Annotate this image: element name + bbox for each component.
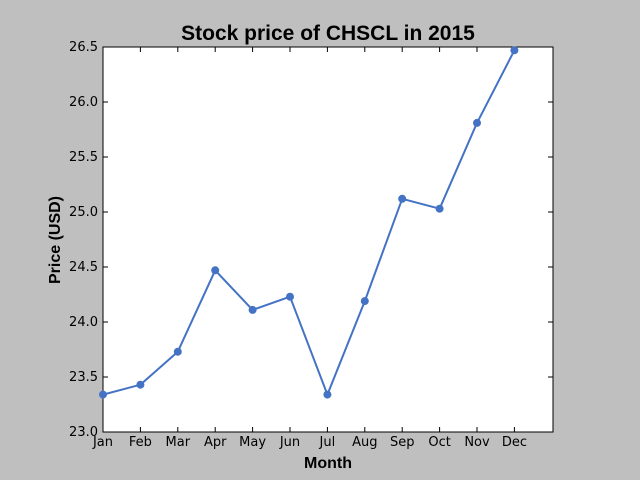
x-tick-label: Dec — [502, 435, 527, 450]
x-tick-label: Aug — [352, 435, 377, 450]
series-line — [102, 49, 516, 396]
data-point — [211, 266, 220, 275]
y-axis: 23.0 23.5 24.0 24.5 25.0 25.5 26.0 26.5 — [69, 40, 553, 440]
data-point — [173, 347, 182, 356]
data-point — [510, 46, 519, 55]
y-tick-label: 25.0 — [69, 205, 98, 220]
x-axis: Jan Feb Mar Apr May Jun Jul Aug Sep Oct Nov Dec — [92, 47, 527, 450]
data-point — [136, 380, 145, 389]
x-tick-label: Jul — [319, 435, 336, 450]
y-axis-title: Price (USD) — [47, 196, 64, 284]
y-tick-label: 26.0 — [69, 95, 98, 110]
x-axis-title: Month — [304, 455, 352, 472]
data-point — [398, 194, 407, 203]
chart-title: Stock price of CHSCL in 2015 — [181, 22, 475, 45]
y-tick-label: 25.5 — [69, 150, 98, 165]
x-tick-label: Jun — [279, 435, 300, 450]
data-point — [99, 390, 107, 399]
y-tick-label: 24.0 — [69, 315, 98, 330]
data-point — [286, 292, 294, 301]
x-tick-label: Nov — [464, 435, 490, 450]
y-tick-label: 23.0 — [69, 425, 98, 440]
x-tick-label: May — [239, 435, 266, 450]
y-tick-label: 26.5 — [69, 40, 98, 55]
series-layer — [99, 46, 519, 399]
x-tick-label: Jan — [92, 435, 113, 450]
x-tick-label: Mar — [166, 435, 191, 450]
data-point — [435, 204, 444, 213]
y-tick-label: 23.5 — [69, 370, 98, 385]
x-tick-label: Sep — [390, 435, 415, 450]
x-tick-label: Oct — [428, 435, 450, 450]
data-point — [360, 297, 369, 306]
x-tick-label: Feb — [129, 435, 152, 450]
plot-area — [102, 46, 554, 433]
data-point — [248, 305, 257, 314]
x-tick-label: Apr — [204, 435, 227, 450]
data-point — [473, 118, 481, 127]
y-tick-label: 24.5 — [69, 260, 98, 275]
data-point — [323, 390, 332, 399]
